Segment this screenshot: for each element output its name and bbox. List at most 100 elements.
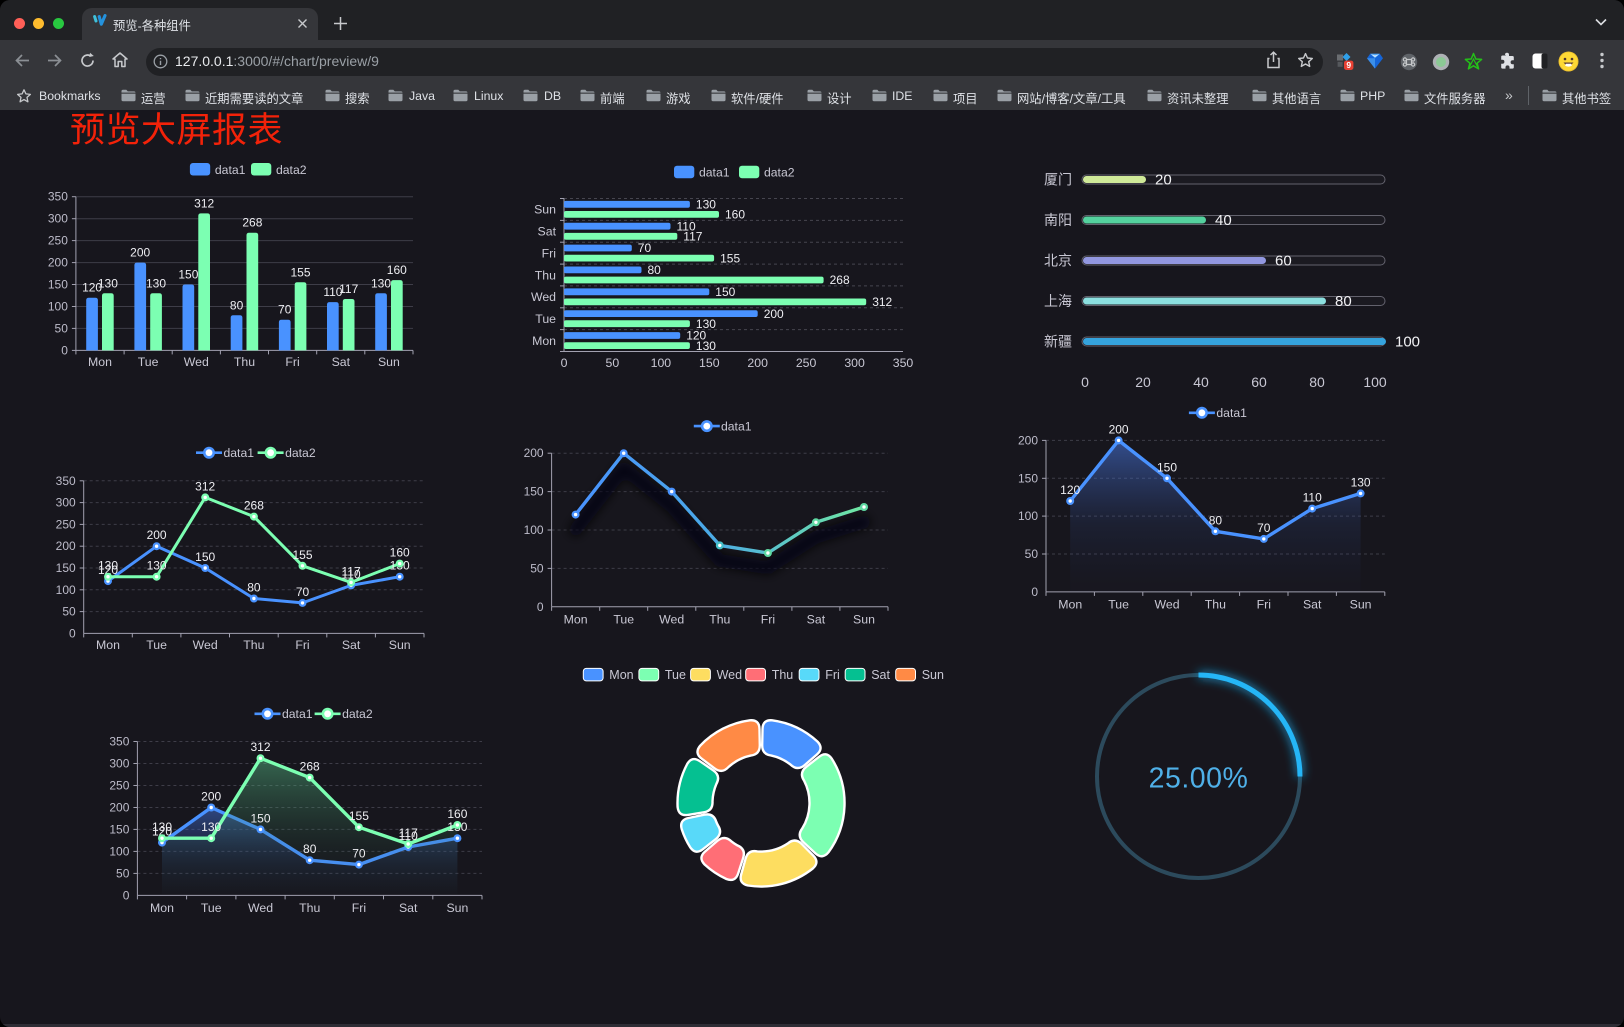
svg-text:160: 160 xyxy=(725,208,745,222)
svg-text:Tue: Tue xyxy=(665,668,686,682)
svg-text:250: 250 xyxy=(109,779,129,793)
svg-text:0: 0 xyxy=(537,600,544,614)
svg-text:data1: data1 xyxy=(215,163,246,177)
svg-text:Mon: Mon xyxy=(1058,597,1082,611)
svg-text:50: 50 xyxy=(55,321,69,335)
svg-text:250: 250 xyxy=(48,234,68,248)
svg-text:150: 150 xyxy=(699,356,720,370)
svg-text:200: 200 xyxy=(48,256,68,270)
svg-text:50: 50 xyxy=(1025,547,1039,561)
svg-text:Sun: Sun xyxy=(534,203,556,217)
svg-text:200: 200 xyxy=(109,801,129,815)
svg-text:data1: data1 xyxy=(699,166,730,180)
svg-text:150: 150 xyxy=(56,561,76,575)
svg-text:Thu: Thu xyxy=(772,668,794,682)
svg-text:Sat: Sat xyxy=(538,225,557,239)
svg-text:268: 268 xyxy=(242,216,262,230)
svg-text:data1: data1 xyxy=(1216,406,1247,420)
svg-text:312: 312 xyxy=(250,740,270,754)
svg-text:Tue: Tue xyxy=(613,612,634,626)
svg-text:130: 130 xyxy=(696,317,716,331)
svg-text:Wed: Wed xyxy=(248,901,273,915)
svg-text:100: 100 xyxy=(56,583,76,597)
svg-text:20: 20 xyxy=(1135,374,1151,390)
svg-text:Fri: Fri xyxy=(542,246,556,260)
svg-text:Wed: Wed xyxy=(184,355,209,369)
svg-text:Thu: Thu xyxy=(234,355,255,369)
svg-text:100: 100 xyxy=(48,300,68,314)
svg-text:200: 200 xyxy=(56,539,76,553)
svg-text:300: 300 xyxy=(48,212,68,226)
svg-text:南阳: 南阳 xyxy=(1044,212,1072,228)
svg-text:Thu: Thu xyxy=(535,268,556,282)
svg-text:250: 250 xyxy=(56,517,76,531)
svg-text:117: 117 xyxy=(342,564,361,578)
svg-text:Thu: Thu xyxy=(1205,597,1226,611)
svg-text:Sat: Sat xyxy=(1303,597,1322,611)
svg-text:Sun: Sun xyxy=(1350,597,1372,611)
svg-text:厦门: 厦门 xyxy=(1044,172,1072,188)
svg-text:Sat: Sat xyxy=(871,668,890,682)
svg-text:130: 130 xyxy=(98,276,118,290)
svg-text:Sun: Sun xyxy=(922,668,944,682)
svg-text:80: 80 xyxy=(648,263,662,277)
svg-text:268: 268 xyxy=(300,760,320,774)
svg-text:20: 20 xyxy=(1155,172,1172,189)
svg-text:150: 150 xyxy=(48,278,68,292)
svg-text:Mon: Mon xyxy=(532,334,556,348)
svg-text:268: 268 xyxy=(244,499,264,513)
svg-text:70: 70 xyxy=(1257,521,1271,535)
svg-text:150: 150 xyxy=(1018,471,1038,485)
svg-text:Mon: Mon xyxy=(564,612,588,626)
svg-text:350: 350 xyxy=(109,735,129,749)
svg-text:Thu: Thu xyxy=(243,638,264,652)
svg-text:Wed: Wed xyxy=(659,612,684,626)
svg-text:data1: data1 xyxy=(282,707,313,721)
svg-text:Sat: Sat xyxy=(399,901,418,915)
svg-text:上海: 上海 xyxy=(1044,293,1072,309)
svg-text:350: 350 xyxy=(56,474,76,488)
svg-text:data1: data1 xyxy=(721,419,752,433)
svg-text:110: 110 xyxy=(677,219,696,233)
svg-text:350: 350 xyxy=(893,356,914,370)
svg-text:155: 155 xyxy=(290,265,310,279)
svg-text:100: 100 xyxy=(109,844,129,858)
svg-text:0: 0 xyxy=(1031,585,1038,599)
svg-text:117: 117 xyxy=(399,826,418,840)
svg-text:120: 120 xyxy=(686,329,706,343)
svg-text:117: 117 xyxy=(683,230,702,244)
svg-text:130: 130 xyxy=(1351,475,1371,489)
svg-text:Thu: Thu xyxy=(709,612,730,626)
svg-text:40: 40 xyxy=(1193,374,1209,390)
svg-text:80: 80 xyxy=(247,581,261,595)
svg-text:Sat: Sat xyxy=(342,638,361,652)
svg-text:130: 130 xyxy=(147,559,167,573)
svg-text:150: 150 xyxy=(109,822,129,836)
svg-text:data2: data2 xyxy=(276,163,307,177)
svg-text:Fri: Fri xyxy=(761,612,775,626)
svg-text:0: 0 xyxy=(61,343,68,357)
svg-text:Fri: Fri xyxy=(825,668,840,682)
svg-text:9: 9 xyxy=(1346,60,1351,70)
svg-text:Mon: Mon xyxy=(150,901,174,915)
svg-text:300: 300 xyxy=(844,356,865,370)
svg-text:100: 100 xyxy=(1363,374,1387,390)
svg-text:0: 0 xyxy=(69,626,76,640)
svg-text:Fri: Fri xyxy=(352,901,366,915)
svg-text:250: 250 xyxy=(796,356,817,370)
svg-text:0: 0 xyxy=(1081,374,1089,390)
svg-text:150: 150 xyxy=(1157,460,1177,474)
svg-text:Tue: Tue xyxy=(535,312,556,326)
svg-text:312: 312 xyxy=(194,196,214,210)
svg-text:70: 70 xyxy=(352,847,366,861)
svg-text:130: 130 xyxy=(98,559,118,573)
svg-text:50: 50 xyxy=(606,356,620,370)
svg-text:data2: data2 xyxy=(342,707,373,721)
svg-text:60: 60 xyxy=(1251,374,1267,390)
svg-text:70: 70 xyxy=(278,303,292,317)
svg-text:Mon: Mon xyxy=(88,355,112,369)
svg-text:Wed: Wed xyxy=(1154,597,1179,611)
svg-text:150: 150 xyxy=(715,285,735,299)
svg-text:100: 100 xyxy=(651,356,672,370)
svg-text:150: 150 xyxy=(195,550,215,564)
